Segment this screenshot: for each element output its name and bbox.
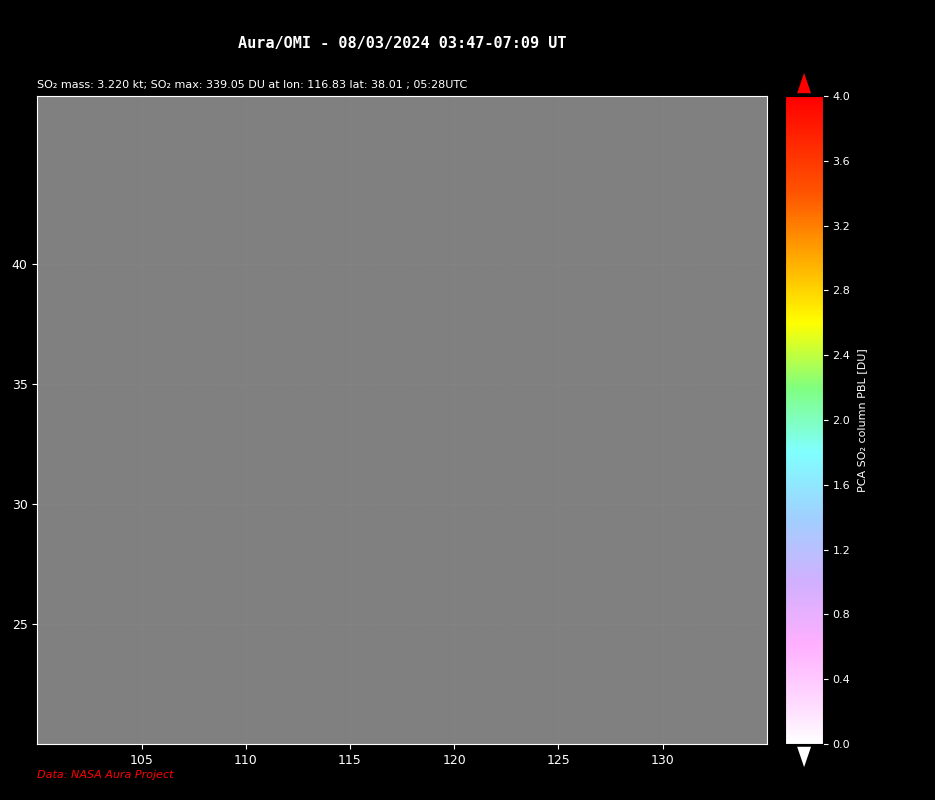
Text: Data: NASA Aura Project: Data: NASA Aura Project xyxy=(37,770,174,780)
Y-axis label: PCA SO₂ column PBL [DU]: PCA SO₂ column PBL [DU] xyxy=(857,348,868,492)
Text: Aura/OMI - 08/03/2024 03:47-07:09 UT: Aura/OMI - 08/03/2024 03:47-07:09 UT xyxy=(237,36,567,51)
Text: SO₂ mass: 3.220 kt; SO₂ max: 339.05 DU at lon: 116.83 lat: 38.01 ; 05:28UTC: SO₂ mass: 3.220 kt; SO₂ max: 339.05 DU a… xyxy=(37,80,468,90)
